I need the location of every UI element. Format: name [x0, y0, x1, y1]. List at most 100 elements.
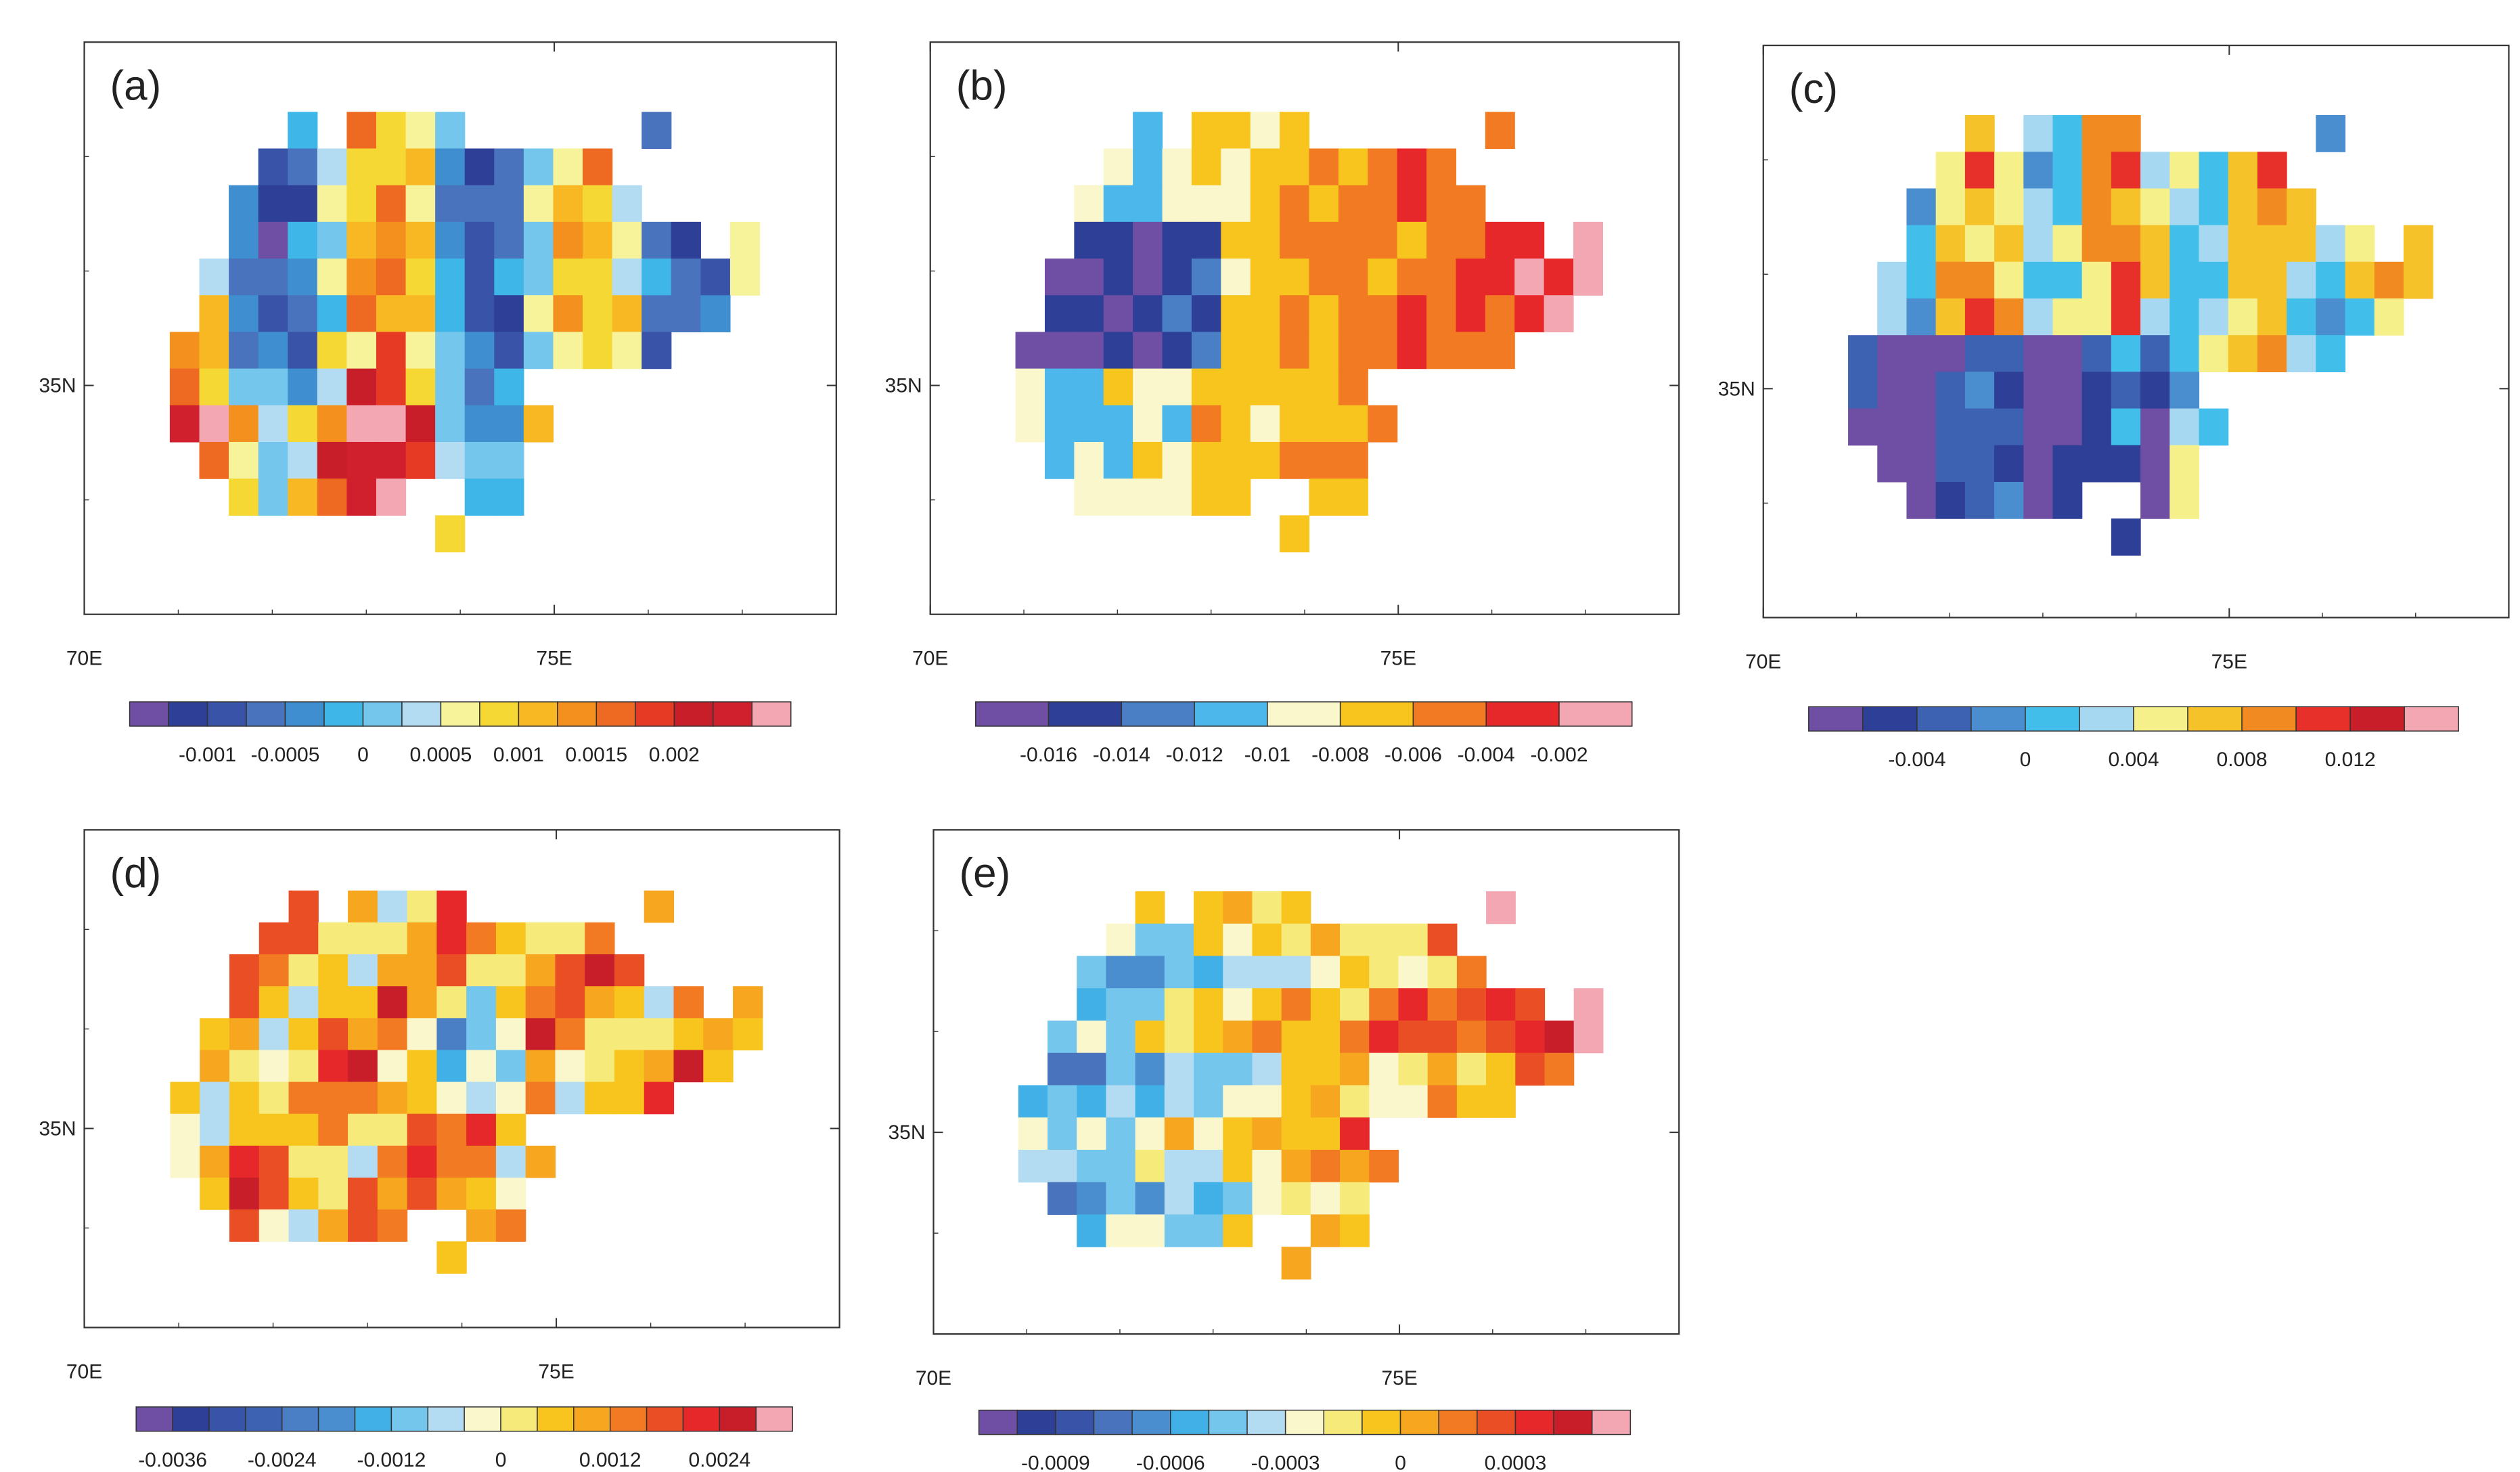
- grid-cell: [1077, 1149, 1107, 1183]
- grid-cell: [348, 1209, 378, 1242]
- grid-cell: [1162, 221, 1192, 259]
- grid-cell: [1044, 405, 1075, 443]
- grid-cell: [376, 295, 407, 333]
- grid-cell: [1106, 1149, 1136, 1183]
- grid-cell: [1310, 1052, 1341, 1086]
- grid-cell: [200, 1081, 230, 1115]
- grid-cell: [1250, 185, 1280, 223]
- grid-cell: [1281, 1247, 1311, 1280]
- grid-cell: [1221, 478, 1251, 516]
- grid-cell: [495, 1113, 526, 1146]
- grid-cell: [733, 986, 763, 1019]
- grid-cell: [585, 1018, 615, 1051]
- grid-cell: [1309, 185, 1339, 223]
- grid-cell: [170, 1145, 200, 1178]
- colorbar-swatch: [135, 1406, 173, 1432]
- grid-cell: [1252, 1117, 1282, 1151]
- grid-cell: [2111, 445, 2141, 483]
- grid-cell: [1848, 335, 1878, 372]
- grid-cell: [1340, 923, 1370, 957]
- grid-cell: [1135, 1052, 1165, 1086]
- grid-cell: [436, 986, 467, 1019]
- grid-cell: [377, 986, 408, 1019]
- grid-cell: [495, 922, 526, 955]
- grid-cell: [495, 1177, 526, 1210]
- grid-cell: [2169, 408, 2200, 446]
- colorbar-swatch: [1477, 1409, 1516, 1435]
- x-tick-label: 75E: [538, 1361, 574, 1383]
- colorbar-swatch: [755, 1406, 793, 1432]
- grid-cell: [1162, 478, 1192, 516]
- colorbar-swatch: [673, 701, 714, 727]
- grid-cell: [644, 1050, 675, 1083]
- grid-cell: [1164, 1020, 1194, 1054]
- grid-cell: [2287, 188, 2316, 226]
- grid-cell: [288, 148, 318, 186]
- grid-cell: [1427, 1085, 1458, 1118]
- grid-cell: [377, 1145, 408, 1178]
- grid-cell: [1281, 956, 1311, 989]
- grid-cell: [1044, 368, 1075, 406]
- colorbar-swatch: [172, 1406, 210, 1432]
- grid-cell: [1397, 295, 1427, 333]
- grid-cell: [1280, 221, 1310, 259]
- grid-cell: [200, 1113, 230, 1146]
- grid-cell: [495, 1050, 526, 1083]
- grid-cell: [2140, 372, 2170, 409]
- panel-label: (c): [1789, 66, 1838, 112]
- grid-cell: [229, 1113, 260, 1146]
- grid-cell: [435, 405, 466, 443]
- grid-cell: [405, 295, 436, 333]
- grid-cell: [2287, 335, 2316, 372]
- grid-cell: [348, 922, 378, 955]
- grid-cell: [523, 221, 554, 259]
- grid-cell: [1074, 221, 1104, 259]
- grid-cell: [525, 1018, 556, 1051]
- grid-cell: [169, 332, 200, 370]
- grid-cell: [1223, 1149, 1253, 1183]
- grid-cell: [1427, 956, 1458, 989]
- grid-cell: [2287, 261, 2316, 299]
- grid-cell: [377, 1050, 408, 1083]
- grid-cell: [1486, 1052, 1516, 1086]
- grid-cell: [2023, 445, 2054, 483]
- grid-cell: [1106, 956, 1136, 989]
- grid-cell: [258, 1145, 290, 1178]
- grid-cell: [288, 185, 318, 223]
- grid-cell: [1103, 221, 1133, 259]
- grid-cell: [494, 332, 524, 370]
- grid-cell: [2140, 298, 2170, 336]
- grid-cell: [585, 922, 615, 955]
- grid-cell: [585, 986, 615, 1019]
- grid-cell: [1162, 441, 1192, 479]
- grid-cell: [288, 1113, 319, 1146]
- grid-cell: [1397, 148, 1427, 186]
- grid-cell: [1310, 923, 1341, 957]
- grid-cell: [2052, 298, 2083, 336]
- colorbar-swatch: [719, 1406, 757, 1432]
- grid-cell: [317, 148, 347, 186]
- grid-cell: [258, 332, 288, 370]
- grid-cell: [405, 185, 436, 223]
- grid-cell: [376, 112, 407, 150]
- panel-label: (e): [960, 850, 1011, 897]
- grid-cell: [525, 1081, 556, 1115]
- grid-cell: [376, 221, 407, 259]
- grid-cell: [583, 295, 613, 333]
- grid-cell: [642, 259, 672, 296]
- grid-cell: [1964, 188, 1995, 226]
- grid-cell: [2052, 335, 2083, 372]
- grid-cell: [2023, 261, 2054, 299]
- colorbar-label: -0.006: [1385, 744, 1442, 766]
- colorbar-label: 0.0012: [579, 1449, 642, 1471]
- grid-cell: [199, 332, 229, 370]
- grid-cell: [2169, 445, 2200, 483]
- colorbar-label: -0.001: [179, 744, 236, 766]
- grid-cell: [1191, 295, 1221, 333]
- grid-cell: [1456, 295, 1486, 333]
- colorbar-swatch: [1246, 1409, 1286, 1435]
- colorbar-swatch: [595, 701, 636, 727]
- grid-cell: [1368, 148, 1398, 186]
- grid-cell: [1223, 923, 1253, 957]
- grid-cell: [671, 259, 701, 296]
